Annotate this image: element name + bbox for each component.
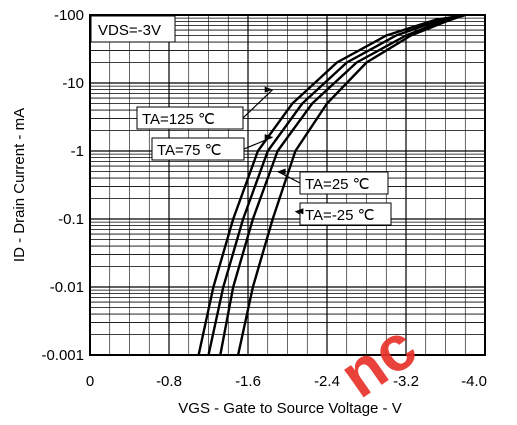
x-tick-labels: 0 -0.8 -1.6 -2.4 -3.2 -4.0 — [86, 373, 487, 390]
series-callout-3: TA=25 ℃ — [277, 168, 389, 195]
x-tick-label: -1.6 — [235, 373, 261, 390]
series-line-4 — [236, 13, 466, 356]
x-tick-label: -3.2 — [393, 373, 419, 390]
condition-box: VDS=-3V — [90, 15, 176, 43]
series-label: TA=-25 ℃ — [305, 207, 375, 224]
x-axis-label: VGS - Gate to Source Voltage - V — [178, 400, 401, 417]
y-tick-label: -1 — [71, 143, 84, 160]
y-tick-label: -0.001 — [41, 347, 84, 364]
plot-frame — [89, 14, 486, 356]
watermark: nc — [327, 310, 429, 412]
series-line-3 — [219, 13, 466, 356]
y-tick-label: -0.1 — [58, 211, 84, 228]
series-callouts: TA=125 ℃ TA=75 ℃ TA=25 ℃ TA=-25 ℃ — [136, 86, 392, 226]
series-callout-2: TA=75 ℃ — [151, 134, 273, 161]
y-tick-label: -10 — [62, 75, 84, 92]
x-tick-label: -2.4 — [314, 373, 340, 390]
y-tick-label: -0.01 — [50, 279, 84, 296]
y-axis-label: ID - Drain Current - mA — [11, 108, 28, 262]
y-tick-labels: -0.001 -0.01 -0.1 -1 -10 -100 — [41, 7, 84, 364]
x-tick-label: 0 — [86, 373, 94, 390]
series-label: TA=25 ℃ — [305, 176, 370, 193]
series-line-2 — [207, 13, 466, 356]
curves — [197, 13, 466, 356]
grid — [90, 15, 485, 356]
condition-label: VDS=-3V — [98, 22, 161, 39]
series-line-1 — [197, 13, 466, 356]
y-tick-label: -100 — [54, 7, 84, 24]
series-callout-1: TA=125 ℃ — [136, 86, 274, 130]
series-callout-4: TA=-25 ℃ — [295, 202, 392, 226]
series-label: TA=75 ℃ — [157, 142, 222, 159]
x-tick-label: -4.0 — [461, 373, 487, 390]
x-tick-label: -0.8 — [156, 373, 182, 390]
series-label: TA=125 ℃ — [142, 111, 215, 128]
